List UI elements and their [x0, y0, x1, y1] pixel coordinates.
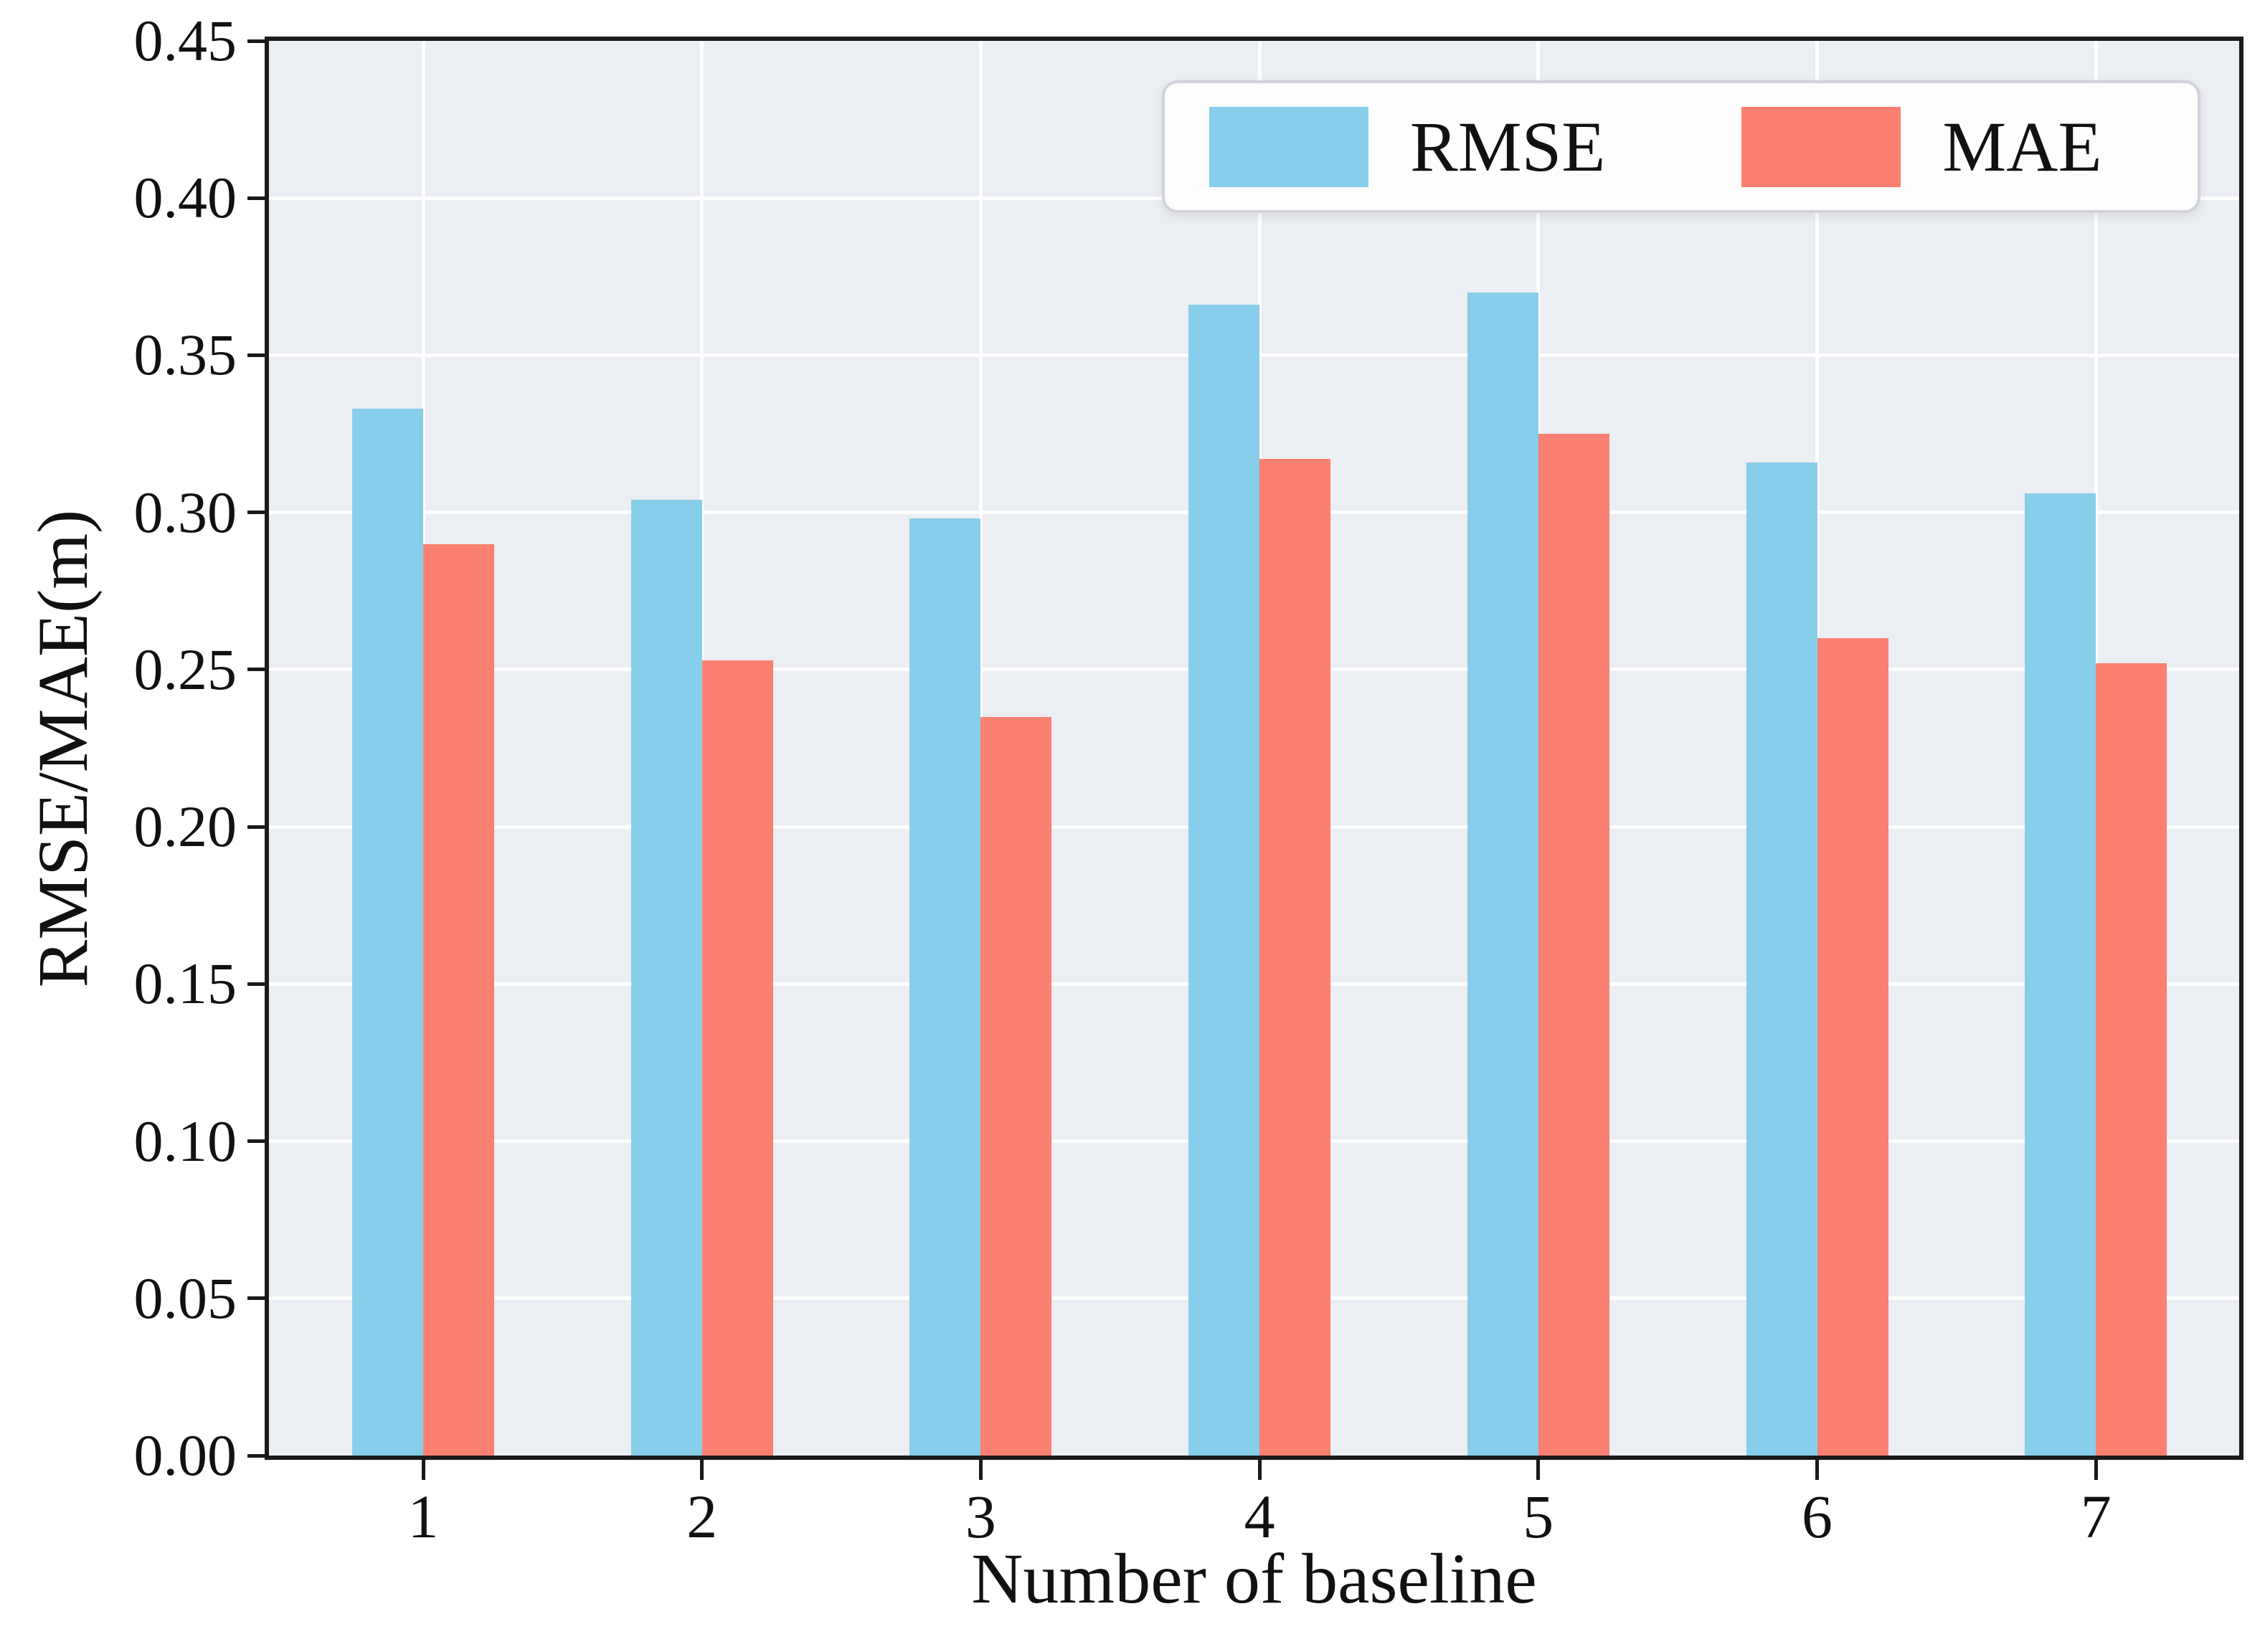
y-tick-label-0.00: 0.00 — [133, 1423, 237, 1488]
bar-mae-1 — [423, 543, 494, 1456]
x-axis-title: Number of baseline — [971, 1539, 1537, 1618]
y-tick-label-0.45: 0.45 — [133, 8, 237, 73]
y-tick-0.15 — [247, 982, 269, 986]
x-tick-2 — [700, 1456, 704, 1480]
y-tick-0.25 — [247, 668, 269, 672]
x-tick-label-1: 1 — [407, 1482, 439, 1551]
spine-bottom — [265, 1456, 2243, 1460]
legend-label-mae: MAE — [1942, 106, 2102, 186]
y-tick-0.35 — [247, 353, 269, 357]
bar-mae-6 — [1817, 638, 1888, 1456]
x-tick-4 — [1257, 1456, 1262, 1480]
spine-right — [2239, 37, 2243, 1460]
spine-left — [265, 37, 269, 1460]
y-axis-title: RMSE/MAE(m) — [23, 509, 103, 987]
x-tick-label-4: 4 — [1244, 1482, 1275, 1551]
x-tick-6 — [1815, 1456, 1819, 1480]
bar-mae-7 — [2096, 663, 2167, 1456]
x-tick-label-7: 7 — [2080, 1482, 2112, 1551]
x-tick-5 — [1536, 1456, 1541, 1480]
legend-label-rmse: RMSE — [1410, 106, 1606, 186]
y-tick-0.45 — [247, 39, 269, 43]
bar-rmse-2 — [630, 500, 702, 1456]
bar-rmse-7 — [2025, 493, 2096, 1456]
y-tick-label-0.20: 0.20 — [133, 794, 237, 860]
x-tick-label-5: 5 — [1523, 1482, 1554, 1551]
spine-top — [265, 37, 2243, 41]
y-tick-0.40 — [247, 196, 269, 200]
x-tick-label-3: 3 — [965, 1482, 996, 1551]
bar-rmse-3 — [909, 518, 981, 1456]
bar-mae-2 — [701, 660, 773, 1456]
bar-mae-5 — [1538, 434, 1609, 1456]
y-tick-0.20 — [247, 825, 269, 829]
legend-swatch-mae — [1741, 106, 1901, 187]
legend: RMSE MAE — [1162, 80, 2200, 213]
y-tick-label-0.30: 0.30 — [133, 479, 237, 545]
y-tick-label-0.10: 0.10 — [133, 1108, 237, 1174]
y-tick-0.00 — [247, 1453, 269, 1458]
y-tick-label-0.15: 0.15 — [133, 951, 237, 1017]
y-tick-label-0.40: 0.40 — [133, 165, 237, 231]
legend-swatch-rmse — [1209, 106, 1368, 187]
x-tick-3 — [978, 1456, 983, 1480]
y-tick-0.10 — [247, 1139, 269, 1144]
bar-rmse-1 — [352, 408, 423, 1456]
y-tick-0.30 — [247, 511, 269, 515]
y-tick-label-0.25: 0.25 — [133, 636, 237, 702]
y-tick-label-0.35: 0.35 — [133, 322, 237, 388]
bar-rmse-5 — [1467, 292, 1538, 1456]
x-tick-label-2: 2 — [686, 1482, 718, 1551]
bar-mae-4 — [1259, 459, 1331, 1456]
y-tick-0.05 — [247, 1296, 269, 1301]
bar-rmse-6 — [1746, 462, 1817, 1456]
x-tick-label-6: 6 — [1802, 1482, 1833, 1551]
y-tick-label-0.05: 0.05 — [133, 1265, 237, 1331]
bar-mae-3 — [980, 716, 1052, 1456]
x-tick-1 — [421, 1456, 425, 1480]
x-tick-7 — [2094, 1456, 2098, 1480]
bar-rmse-4 — [1188, 305, 1260, 1456]
